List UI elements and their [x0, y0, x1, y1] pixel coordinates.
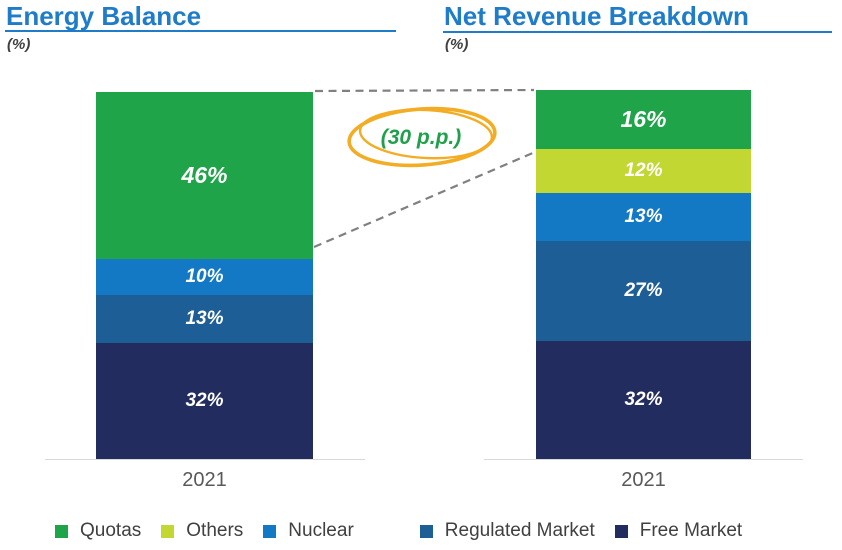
bar-segment-quotas: 46% — [96, 92, 313, 260]
legend-label: Others — [186, 520, 244, 541]
segment-value-label: 10% — [185, 266, 224, 288]
x-axis-label-right: 2021 — [621, 469, 666, 491]
legend-swatch-icon — [614, 524, 628, 538]
legend-swatch-icon — [161, 524, 175, 538]
segment-value-label: 12% — [624, 160, 663, 182]
chart-title-net-revenue-breakdown: Net Revenue Breakdown — [444, 1, 749, 31]
bar-segment-nuclear: 13% — [536, 193, 751, 242]
legend-item-free-market: Free Market — [614, 520, 743, 542]
segment-value-label: 32% — [624, 388, 663, 410]
legend-item-nuclear: Nuclear — [263, 520, 354, 542]
bar-segment-others: 12% — [536, 149, 751, 194]
title-underline-right — [443, 31, 832, 33]
bar-segment-free-market: 32% — [536, 340, 751, 459]
bar-segment-regulated-market: 13% — [96, 295, 313, 343]
segment-value-label: 46% — [181, 162, 228, 189]
legend-label: Quotas — [80, 520, 142, 541]
bar-segment-free-market: 32% — [96, 342, 313, 459]
bar-segment-nuclear: 10% — [96, 259, 313, 296]
dashed-connector-diagonal — [313, 150, 536, 249]
segment-value-label: 13% — [624, 206, 663, 228]
x-axis-line-right — [484, 459, 803, 460]
legend-swatch-icon — [263, 524, 277, 538]
stacked-bar-net-revenue-breakdown: 16% 12% 13% 27% 32% — [536, 90, 751, 459]
segment-value-label: 16% — [620, 106, 667, 133]
chart-subtitle-left: (%) — [7, 36, 31, 53]
segment-value-label: 32% — [185, 389, 224, 411]
legend-item-quotas: Quotas — [55, 520, 141, 542]
legend: Quotas Others Nuclear Regulated Market Free … — [55, 520, 742, 542]
legend-item-others: Others — [161, 520, 243, 542]
legend-swatch-icon — [419, 524, 433, 538]
annotation-30pp-label: (30 p.p.) — [380, 126, 462, 149]
chart-title-energy-balance: Energy Balance — [6, 1, 202, 31]
segment-value-label: 13% — [185, 308, 224, 330]
bar-segment-regulated-market: 27% — [536, 241, 751, 341]
bar-segment-quotas: 16% — [536, 90, 751, 150]
x-axis-label-left: 2021 — [182, 469, 227, 491]
title-underline-left — [5, 30, 396, 32]
segment-value-label: 27% — [624, 280, 663, 302]
legend-label: Regulated Market — [444, 520, 595, 541]
stacked-bar-energy-balance: 46% 10% 13% 32% — [96, 92, 313, 459]
legend-label: Free Market — [639, 520, 743, 541]
dashed-connector-top — [314, 88, 535, 93]
x-axis-line-left — [45, 459, 365, 460]
legend-item-regulated-market: Regulated Market — [419, 520, 595, 542]
legend-swatch-icon — [55, 524, 68, 538]
legend-label: Nuclear — [288, 520, 354, 541]
chart-subtitle-right: (%) — [445, 36, 469, 53]
